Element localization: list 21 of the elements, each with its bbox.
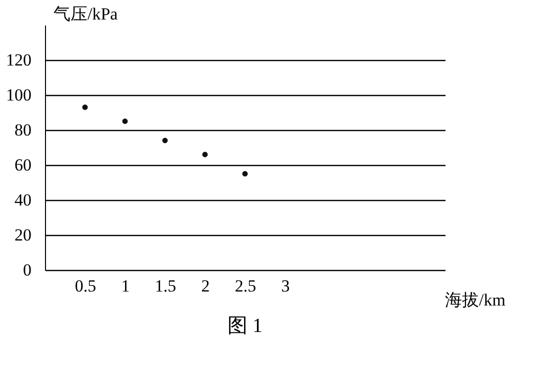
y-tick-label: 60 <box>14 156 32 174</box>
y-tick-label: 20 <box>14 226 32 244</box>
x-tick-label: 0.5 <box>74 276 96 296</box>
x-tick-label: 2.5 <box>234 276 256 296</box>
y-tick-label: 80 <box>14 120 32 140</box>
x-tick-label: 1.5 <box>154 276 176 296</box>
point <box>242 171 248 176</box>
y-axis-title: 气压/kPa <box>54 4 118 24</box>
y-tick-label: 120 <box>6 50 32 70</box>
x-tick-label: 2 <box>201 276 210 296</box>
point <box>162 138 168 144</box>
y-tick-label: 40 <box>14 190 32 210</box>
x-tick-label: 3 <box>281 276 290 296</box>
x-tick-label: 1 <box>121 276 130 296</box>
y-tick-label: 0 <box>23 260 32 280</box>
point <box>202 152 208 158</box>
y-tick-label: 100 <box>6 86 32 104</box>
caption: 图 1 <box>228 315 262 337</box>
point <box>82 104 88 110</box>
x-axis-title: 海拔/km <box>445 290 506 310</box>
point <box>122 118 128 124</box>
